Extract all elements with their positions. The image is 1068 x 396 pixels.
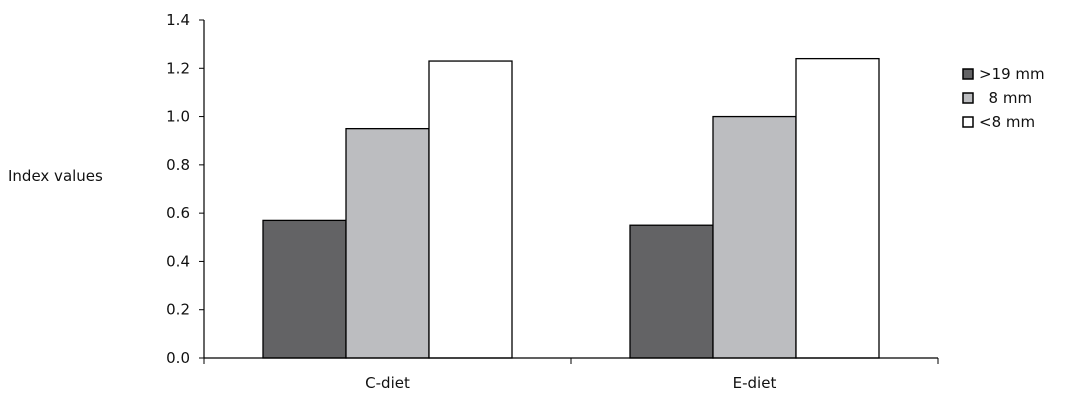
y-tick-label: 0.4 <box>166 252 190 270</box>
legend: >19 mm 8 mm <8 mm <box>962 65 1045 131</box>
y-tick-label: 1.4 <box>166 11 190 29</box>
y-tick-label: 1.0 <box>166 108 190 126</box>
legend-swatch <box>962 116 974 128</box>
legend-label: >19 mm <box>979 65 1045 83</box>
axes <box>199 19 939 364</box>
bars <box>262 57 880 359</box>
y-tick-labels: 0.0 0.2 0.4 0.6 0.8 1.0 1.2 1.4 <box>166 11 190 367</box>
y-tick-label: 1.2 <box>166 59 190 77</box>
y-tick-label: 0.2 <box>166 301 190 319</box>
x-tick-label: E-diet <box>733 374 777 392</box>
bar-e-diet-series-3 <box>795 57 880 359</box>
y-tick-label: 0.6 <box>166 204 190 222</box>
bar-e-diet-series-2 <box>712 115 797 359</box>
y-tick-label: 0.0 <box>166 349 190 367</box>
x-tick-label: C-diet <box>365 374 410 392</box>
legend-label: 8 mm <box>979 89 1032 107</box>
legend-label: <8 mm <box>979 113 1035 131</box>
y-tick-label: 0.8 <box>166 156 190 174</box>
legend-swatch <box>962 68 974 80</box>
bar-c-diet-series-2 <box>345 127 430 359</box>
bar-c-diet-series-3 <box>428 60 513 359</box>
y-axis-title: Index values <box>8 167 103 185</box>
bar-e-diet-series-1 <box>629 224 714 359</box>
bar-c-diet-series-1 <box>262 219 347 359</box>
legend-swatch <box>962 92 974 104</box>
x-tick-labels: C-diet E-diet <box>365 374 776 392</box>
